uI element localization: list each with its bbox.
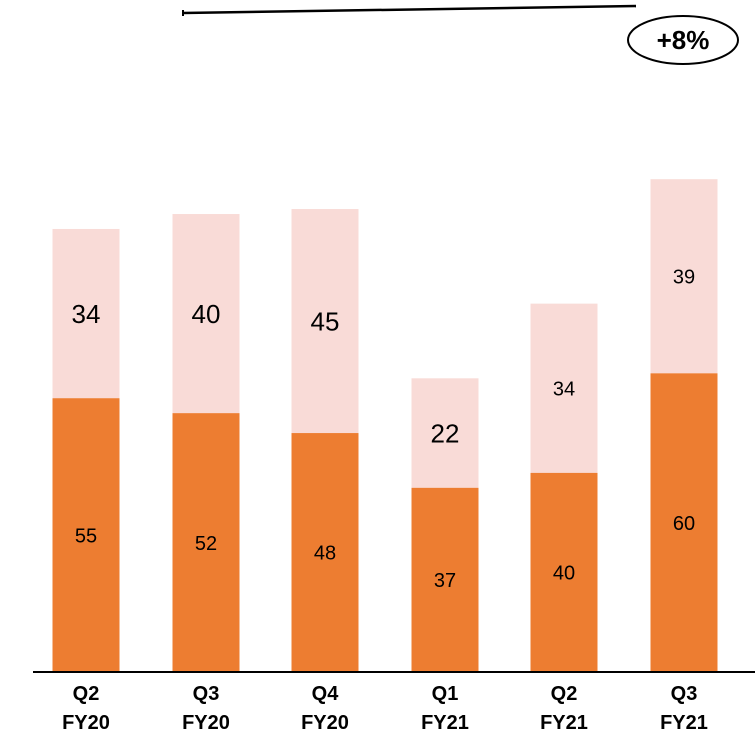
bar-segment-top-5: [530, 303, 598, 473]
growth-badge: +8%: [627, 15, 739, 65]
top-value-label-5: 34: [553, 378, 575, 400]
category-quarter-label-1: Q2: [73, 683, 100, 705]
growth-badge-text: +8%: [657, 25, 710, 55]
segment-labels-group: 34 55 40 52 45 48 22 37 34 40 39 60: [72, 266, 696, 592]
top-value-label-3: 45: [311, 306, 340, 336]
bar-segment-bottom-6: [650, 373, 718, 672]
bars-group: [52, 179, 718, 672]
bar-segment-bottom-4: [411, 487, 479, 672]
bar-segment-top-3: [291, 209, 359, 434]
bar-segment-bottom-3: [291, 433, 359, 672]
category-quarter-label-5: Q2: [551, 683, 578, 705]
top-value-label-1: 34: [72, 299, 101, 329]
category-year-label-2: FY20: [182, 712, 230, 734]
bottom-value-label-4: 37: [434, 570, 456, 592]
top-value-label-2: 40: [192, 299, 221, 329]
bar-segment-bottom-1: [52, 398, 120, 672]
category-quarter-label-4: Q1: [432, 683, 459, 705]
category-year-label-6: FY21: [660, 712, 708, 734]
bottom-value-label-3: 48: [314, 543, 336, 565]
bar-segment-bottom-5: [530, 472, 598, 672]
bar-segment-top-6: [650, 179, 718, 374]
category-year-label-3: FY20: [301, 712, 349, 734]
category-quarter-label-3: Q4: [312, 683, 340, 705]
bar-segment-top-4: [411, 378, 479, 488]
bar-segment-top-1: [52, 228, 120, 399]
category-year-label-5: FY21: [540, 712, 588, 734]
bottom-value-label-5: 40: [553, 563, 575, 585]
bar-segment-bottom-2: [172, 413, 240, 672]
category-quarter-label-6: Q3: [671, 683, 698, 705]
category-year-label-4: FY21: [421, 712, 469, 734]
bottom-value-label-2: 52: [195, 533, 217, 555]
bottom-value-label-6: 60: [673, 513, 695, 535]
bottom-value-label-1: 55: [75, 525, 97, 547]
top-value-label-6: 39: [673, 266, 695, 288]
category-quarter-label-2: Q3: [193, 683, 220, 705]
bar-segment-top-2: [172, 214, 240, 414]
category-year-label-1: FY20: [62, 712, 110, 734]
top-value-label-4: 22: [431, 418, 460, 448]
growth-bracket-line: [182, 4, 637, 15]
growth-badge-ellipse: [627, 15, 739, 65]
category-labels-group: Q2 FY20 Q3 FY20 Q4 FY20 Q1 FY21 Q2 FY21 Q3 FY21: [62, 683, 708, 734]
